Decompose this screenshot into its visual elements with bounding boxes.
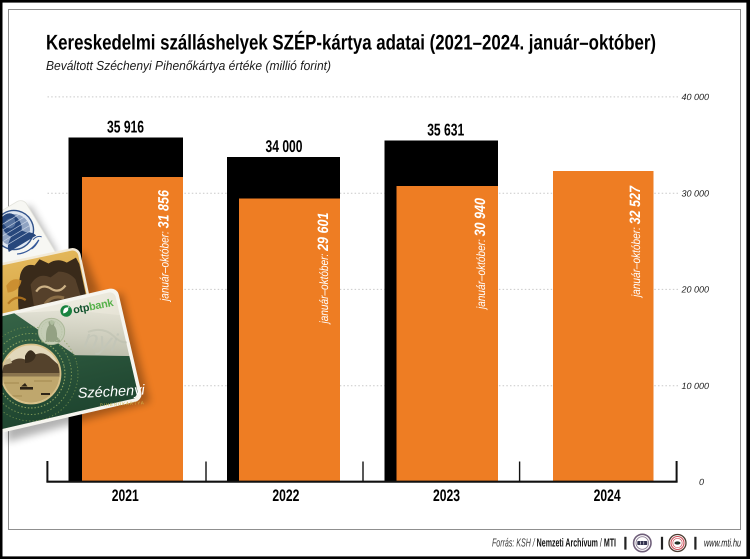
svg-text:2021: 2021	[112, 486, 139, 505]
svg-text:Forrás: KSH / Nemzeti Archívum: Forrás: KSH / Nemzeti Archívum / MTI	[492, 537, 616, 550]
svg-text:30 000: 30 000	[681, 188, 709, 198]
svg-text:január–október: 30 940: január–október: 30 940	[472, 197, 489, 310]
svg-text:20 000: 20 000	[680, 285, 709, 295]
svg-text:Kereskedelmi szálláshelyek SZÉ: Kereskedelmi szálláshelyek SZÉP-kártya a…	[46, 31, 656, 55]
svg-text:PIHENŐKÁRTYA: PIHENŐKÁRTYA	[100, 400, 145, 407]
svg-text:2023: 2023	[433, 486, 460, 505]
svg-text:10 000: 10 000	[681, 381, 709, 391]
svg-text:www.mti.hu: www.mti.hu	[704, 538, 741, 550]
svg-text:2024: 2024	[594, 486, 622, 505]
svg-text:Beváltott Széchenyi Pihenőkárt: Beváltott Széchenyi Pihenőkártya értéke …	[46, 58, 331, 73]
svg-text:34 000: 34 000	[266, 137, 303, 156]
svg-text:2022: 2022	[272, 486, 299, 505]
svg-text:január–október: 31 856: január–október: 31 856	[156, 189, 173, 302]
svg-text:január–október: 29 601: január–október: 29 601	[315, 213, 332, 326]
svg-text:35 631: 35 631	[427, 121, 464, 140]
svg-text:40 000: 40 000	[681, 92, 709, 102]
svg-text:január–október: 32 527: január–október: 32 527	[627, 185, 644, 298]
svg-text:nyi: nyi	[82, 323, 121, 358]
svg-text:0: 0	[699, 477, 704, 487]
svg-text:Széchenyi: Széchenyi	[77, 382, 145, 402]
svg-text:35 916: 35 916	[107, 118, 144, 137]
